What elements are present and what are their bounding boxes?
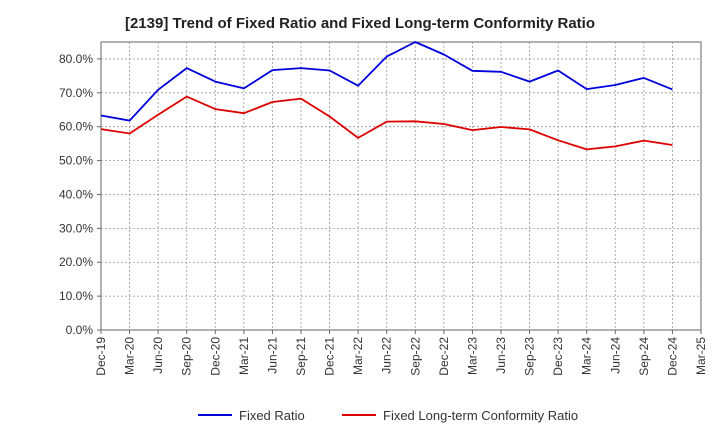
- x-tick-label: Jun-24: [608, 337, 622, 374]
- x-tick-label: Mar-22: [351, 337, 365, 375]
- y-tick-label: 0.0%: [66, 323, 94, 337]
- series-layer: [100, 41, 673, 151]
- x-tick-label: Mar-24: [580, 337, 594, 375]
- x-tick-label: Dec-24: [665, 337, 679, 376]
- x-tick-label: Dec-20: [208, 337, 222, 376]
- x-tick-label: Mar-25: [694, 337, 708, 375]
- series-line-2: [100, 95, 673, 151]
- x-tick-label: Sep-23: [523, 337, 537, 376]
- legend-label-1: Fixed Ratio: [239, 408, 305, 423]
- legend: Fixed Ratio Fixed Long-term Conformity Ra…: [198, 408, 578, 423]
- chart-title: [2139] Trend of Fixed Ratio and Fixed Lo…: [124, 15, 596, 32]
- x-tick-label: Sep-22: [408, 337, 422, 376]
- x-tick-label: Jun-21: [265, 337, 279, 374]
- x-tick-label: Dec-21: [323, 337, 337, 376]
- x-tick-label: Mar-20: [123, 337, 137, 375]
- series-line-1: [100, 41, 673, 122]
- y-tick-label: 50.0%: [59, 154, 93, 168]
- x-tick-label: Mar-23: [465, 337, 479, 375]
- x-tick-label: Dec-19: [94, 337, 108, 376]
- y-tick-label: 60.0%: [59, 120, 93, 134]
- x-tick-label: Dec-22: [437, 337, 451, 376]
- y-tick-label: 30.0%: [59, 221, 93, 235]
- y-tick-label: 80.0%: [59, 52, 93, 66]
- grid-layer: [100, 41, 702, 331]
- x-tick-label: Mar-21: [237, 337, 251, 375]
- x-tick-label: Sep-21: [294, 337, 308, 376]
- plot-area: [100, 41, 702, 331]
- x-tick-label: Jun-20: [151, 337, 165, 374]
- y-tick-label: 10.0%: [59, 289, 93, 303]
- axis-layer: 0.0% 10.0% 20.0% 30.0% 40.0% 50.0% 60.0% 70.0% 8…: [59, 52, 708, 376]
- x-tick-label: Sep-24: [637, 337, 651, 376]
- x-tick-label: Dec-23: [551, 337, 565, 376]
- y-tick-label: 20.0%: [59, 255, 93, 269]
- x-tick-label: Jun-23: [494, 337, 508, 374]
- y-tick-label: 40.0%: [59, 187, 93, 201]
- x-tick-label: Sep-20: [180, 337, 194, 376]
- x-tick-label: Jun-22: [380, 337, 394, 374]
- legend-label-2: Fixed Long-term Conformity Ratio: [383, 408, 578, 423]
- y-tick-label: 70.0%: [59, 86, 93, 100]
